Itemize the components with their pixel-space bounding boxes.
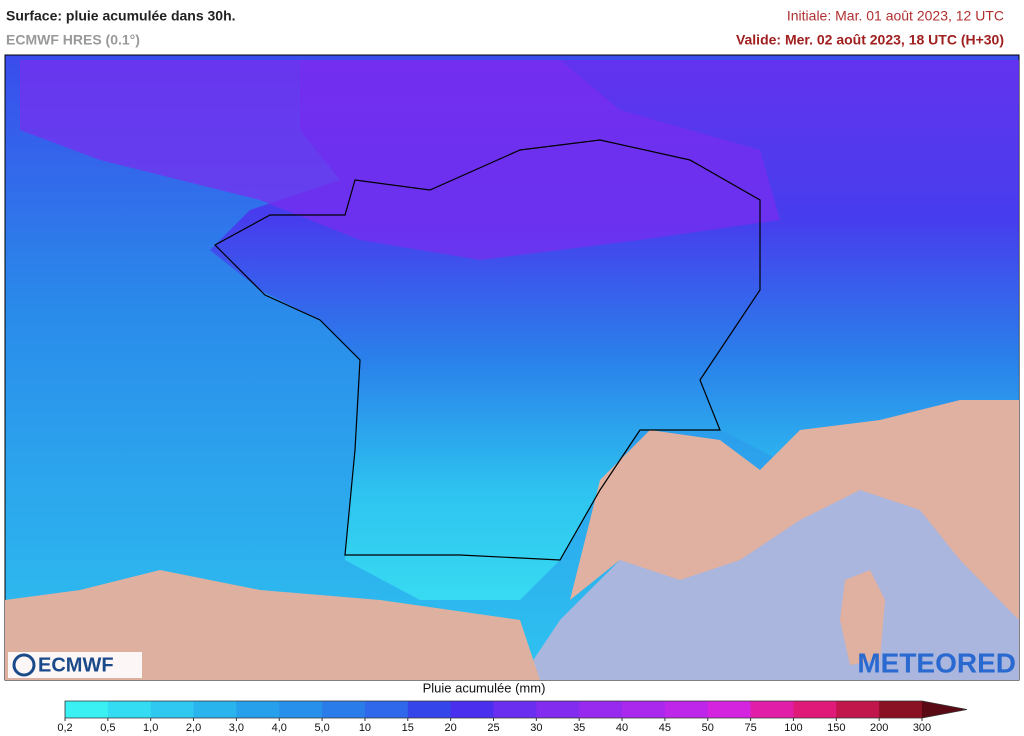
colorbar-tick-label: 2,0 (186, 722, 201, 734)
colorbar-segment (279, 701, 323, 718)
colorbar-segment (750, 701, 794, 718)
colorbar: 0,2 0,5 1,0 2,0 3,0 4,0 5,0 10 15 20 25 30 35 40 45 50 7… (57, 700, 968, 734)
colorbar-segment (622, 701, 666, 718)
colorbar-segment (707, 701, 752, 718)
colorbar-tick-label: 5,0 (314, 722, 329, 734)
logo-icon (12, 653, 36, 677)
colorbar-tick-label: 40 (616, 722, 628, 734)
france-border (214, 139, 761, 561)
colorbar-tick-label: 4,0 (272, 722, 287, 734)
colorbar-tick-label: 35 (573, 722, 585, 734)
colorbar-segment (879, 701, 923, 718)
colorbar-frame (64, 700, 968, 719)
colorbar-segment (107, 701, 152, 718)
colorbar-tick-label: 45 (659, 722, 671, 734)
colorbar-tick-label: 10 (359, 722, 371, 734)
logo-text: ECMWF (38, 654, 114, 676)
colorbar-segment (493, 701, 537, 718)
colorbar-tick-label: 75 (744, 722, 756, 734)
colorbar-tick-label: 30 (530, 722, 542, 734)
colorbar-segment (836, 701, 880, 718)
colorbar-extend (922, 701, 967, 718)
map (4, 54, 1020, 681)
colorbar-segment (407, 701, 452, 718)
ecmwf-logo: ECMWF (8, 652, 142, 678)
colorbar-segment (579, 701, 623, 718)
colorbar-segment (150, 701, 195, 718)
colorbar-segment (536, 701, 580, 718)
colorbar-tick-label: 20 (445, 722, 457, 734)
mediterranean-sea (520, 480, 1019, 680)
heavy-rain-band (20, 60, 780, 260)
colorbar-segment (65, 701, 109, 718)
colorbar-segment (322, 701, 366, 718)
colorbar-tick-label: 25 (487, 722, 499, 734)
colorbar-tick-label: 150 (827, 722, 845, 734)
map-title: Surface: pluie acumulée dans 30h. (6, 8, 236, 24)
initial-time: Initiale: Mar. 01 août 2023, 12 UTC (787, 8, 1004, 24)
colorbar-tick-label: 200 (870, 722, 888, 734)
colorbar-segment (450, 701, 494, 718)
colorbar-tick-label: 3,0 (229, 722, 244, 734)
colorbar-tick-label: 0,2 (57, 722, 72, 734)
colorbar-tick-label: 15 (402, 722, 414, 734)
colorbar-tick-label: 0,5 (100, 722, 115, 734)
colorbar-segment (236, 701, 280, 718)
colorbar-segment (193, 701, 237, 718)
colorbar-tick-label: 100 (784, 722, 802, 734)
valid-time: Valide: Mer. 02 août 2023, 18 UTC (H+30) (736, 32, 1004, 48)
colorbar-tick-label: 50 (702, 722, 714, 734)
colorbar-segment (793, 701, 837, 718)
south-east-land (570, 400, 1019, 620)
meteored-logo: METEORED (857, 647, 1016, 678)
colorbar-segment (364, 701, 409, 718)
colorbar-label: Pluie acumulée (mm) (423, 680, 546, 695)
model-name: ECMWF HRES (0.1°) (6, 32, 140, 48)
colorbar-segment (664, 701, 709, 718)
colorbar-tick-label: 1,0 (143, 722, 158, 734)
colorbar-tick-label: 300 (913, 722, 931, 734)
corsica (840, 570, 885, 665)
